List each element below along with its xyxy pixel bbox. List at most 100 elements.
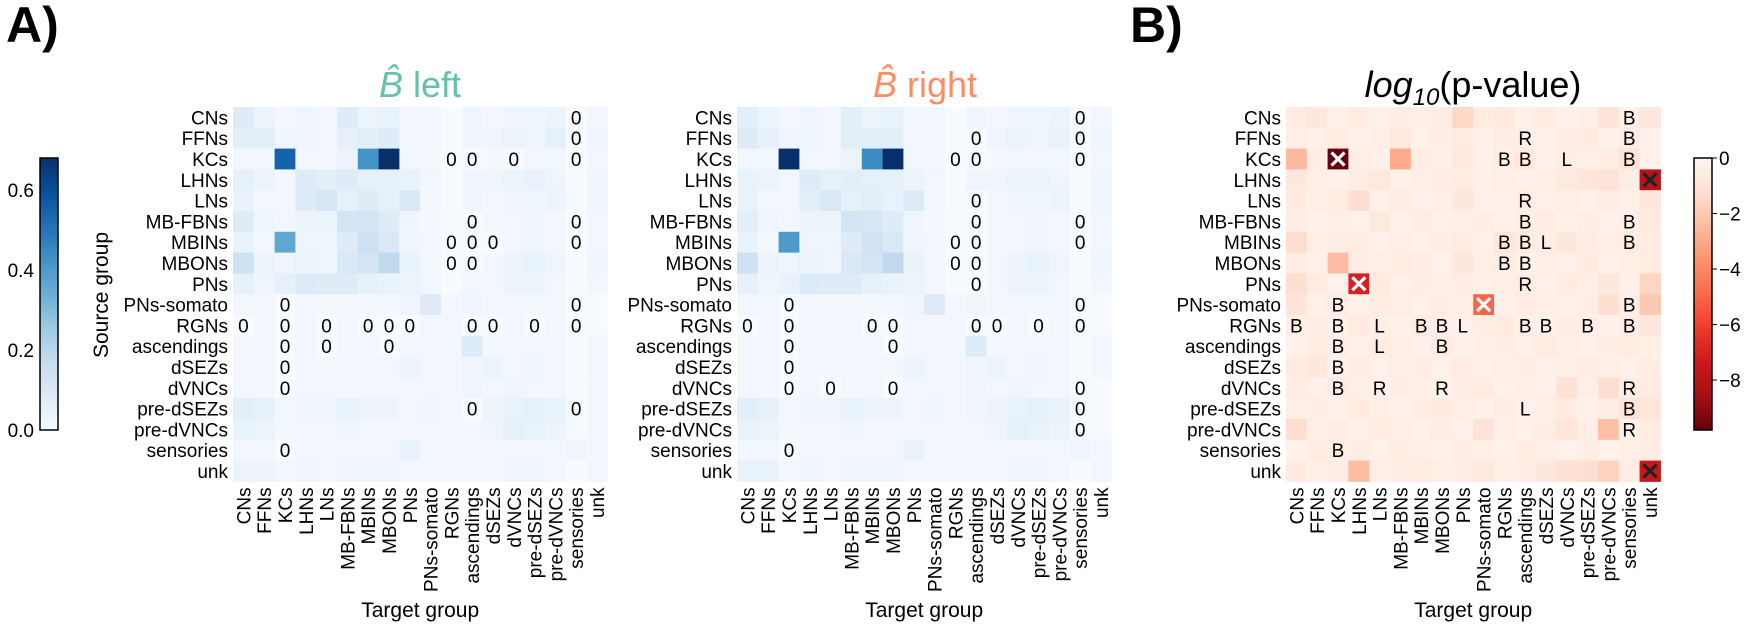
x-tick-label: pre-dVNCs — [1599, 487, 1620, 581]
heatmap-cell — [1348, 356, 1370, 378]
heatmap-cell — [253, 252, 276, 274]
heatmap-cell — [1390, 398, 1412, 420]
cell-annotation: 0 — [321, 316, 332, 337]
heatmap-cell — [903, 169, 925, 191]
cell-annotation: R — [1622, 420, 1636, 441]
heatmap-cell — [1410, 252, 1433, 274]
heatmap-cell — [545, 252, 567, 274]
heatmap-cell — [357, 335, 380, 358]
x-tick-label: LHNs — [801, 487, 822, 535]
heatmap-cell — [841, 439, 863, 462]
heatmap-cell — [1028, 294, 1050, 316]
x-tick-label: KCs — [276, 487, 297, 523]
heatmap-cell — [799, 315, 821, 337]
heatmap-cell — [586, 294, 608, 316]
panel-title: B̂ right — [873, 63, 977, 105]
heatmap-cell — [1577, 398, 1599, 420]
heatmap-cell — [1090, 315, 1112, 337]
heatmap-cell — [565, 273, 588, 295]
heatmap-cell — [882, 398, 904, 420]
heatmap-cell — [1535, 273, 1557, 295]
heatmap-cell — [965, 231, 988, 254]
cell-annotation: 0 — [1075, 316, 1086, 337]
heatmap-cell — [337, 190, 359, 212]
heatmap-cell — [861, 127, 884, 150]
heatmap-cell — [1390, 419, 1412, 441]
heatmap-cell — [524, 460, 546, 482]
heatmap-cell — [1069, 419, 1092, 441]
heatmap-cell — [986, 419, 1008, 441]
heatmap-cell — [482, 148, 504, 170]
heatmap-cell — [1410, 294, 1433, 316]
heatmap-cell — [565, 211, 588, 233]
x-tick-label: MBONs — [380, 487, 401, 554]
heatmap-cell — [945, 398, 967, 420]
heatmap-cell — [1494, 460, 1516, 482]
heatmap-cell — [799, 294, 821, 316]
x-axis-label: Target group — [1414, 599, 1532, 622]
heatmap-cell — [1618, 127, 1641, 150]
heatmap-cell — [1007, 107, 1029, 129]
heatmap-cell — [441, 356, 463, 378]
heatmap-cell — [482, 439, 504, 462]
cell-annotation: 0 — [1075, 233, 1086, 254]
heatmap-cell — [1556, 190, 1578, 212]
heatmap-cell — [1535, 252, 1557, 274]
heatmap-cell — [253, 377, 276, 399]
heatmap-cell — [1473, 107, 1495, 129]
heatmap-cell — [1473, 460, 1495, 482]
heatmap-cell — [274, 273, 296, 295]
heatmap-cell — [357, 315, 380, 337]
heatmap-cell — [1473, 190, 1495, 212]
cell-annotation: 0 — [321, 337, 332, 358]
colorbar-right-gradient — [1693, 157, 1713, 431]
heatmap-cell — [945, 377, 967, 399]
heatmap-cell — [1577, 273, 1599, 295]
cell-annotation: 0 — [784, 316, 795, 337]
heatmap-cell — [295, 107, 317, 129]
heatmap-cell — [778, 231, 800, 254]
cell-annotation: 0 — [971, 275, 982, 296]
cell-annotation: B — [1332, 358, 1345, 379]
heatmap-cell — [274, 419, 296, 441]
heatmap-cell — [1431, 231, 1453, 254]
heatmap-cell — [1431, 460, 1453, 482]
heatmap-cell — [357, 148, 380, 170]
x-tick-label: RGNs — [1495, 487, 1516, 539]
heatmap-cell — [378, 335, 400, 358]
heatmap-cell — [482, 398, 504, 420]
heatmap-cell — [757, 211, 780, 233]
heatmap-cell — [586, 252, 608, 274]
cell-annotation: 0 — [1075, 129, 1086, 150]
heatmap-cell — [565, 460, 588, 482]
y-tick-label: FFNs — [1235, 129, 1281, 150]
heatmap-cell — [399, 148, 421, 170]
heatmap-cell — [337, 127, 359, 150]
x-tick-label: MBINs — [863, 487, 884, 544]
x-tick-label: pre-dSEZs — [1030, 487, 1051, 578]
cell-annotation: B — [1519, 233, 1532, 254]
cell-annotation: 0 — [784, 337, 795, 358]
heatmap-cell — [799, 273, 821, 295]
x-tick-label: unk — [588, 487, 609, 518]
heatmap-cell — [1007, 231, 1029, 254]
heatmap-cell — [841, 148, 863, 170]
heatmap-cell — [737, 460, 759, 482]
heatmap-cell — [757, 398, 780, 420]
heatmap-cell — [316, 439, 338, 462]
heatmap-cell — [1556, 419, 1578, 441]
heatmap-cell — [586, 148, 608, 170]
heatmap-cell — [1306, 315, 1329, 337]
heatmap-cell — [841, 273, 863, 295]
heatmap-cell — [337, 335, 359, 358]
heatmap-cell — [1535, 231, 1557, 254]
heatmap-cell — [1007, 439, 1029, 462]
heatmap-cell — [1431, 294, 1453, 316]
heatmap-cell — [295, 419, 317, 441]
y-tick-label: KCs — [696, 150, 732, 171]
heatmap-cell — [1007, 169, 1029, 191]
heatmap-cell — [820, 460, 842, 482]
heatmap-cell — [1390, 377, 1412, 399]
heatmap-cell — [924, 398, 946, 420]
heatmap-cell — [545, 273, 567, 295]
